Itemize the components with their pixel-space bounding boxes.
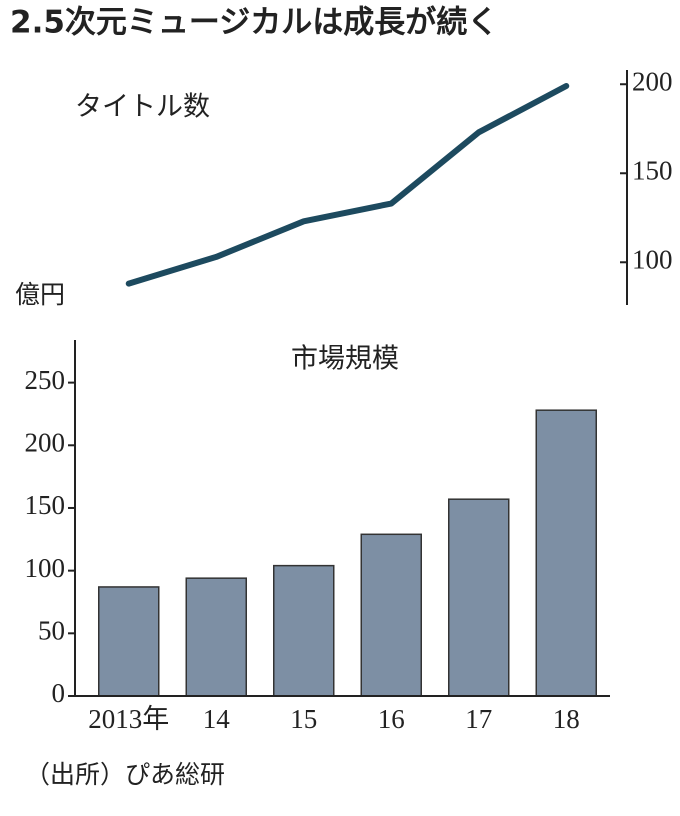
line-title: タイトル数 (75, 92, 210, 123)
bar (273, 564, 335, 697)
bar-title: 市場規模 (291, 344, 399, 375)
chart-title: 2.5次元ミュージカルは成長が続く (10, 5, 498, 41)
x-tick-label: 17 (465, 704, 492, 734)
y-tick-label: 150 (25, 490, 66, 520)
x-tick-label: 16 (378, 704, 405, 734)
y-tick-label: 250 (25, 365, 66, 395)
y2-tick-label: 100 (632, 244, 673, 274)
y2-tick-label: 150 (632, 155, 673, 185)
bar (98, 586, 160, 697)
source: （出所）ぴあ総研 (25, 760, 225, 789)
y-tick-label: 50 (38, 616, 65, 646)
x-tick-label: 18 (553, 704, 580, 734)
bar (535, 409, 597, 697)
y-tick-label: 0 (52, 678, 66, 708)
bar (360, 533, 422, 697)
y2-tick-label: 200 (632, 66, 673, 96)
bar (185, 577, 247, 697)
y-tick-label: 200 (25, 427, 66, 457)
y-tick-label: 100 (25, 553, 66, 583)
line (125, 83, 570, 287)
x-tick-label: 2013年 (88, 704, 169, 734)
bar (448, 498, 510, 697)
x-tick-label: 15 (290, 704, 317, 734)
x-tick-label: 14 (203, 704, 231, 734)
y-axis-label: 億円 (15, 280, 65, 309)
